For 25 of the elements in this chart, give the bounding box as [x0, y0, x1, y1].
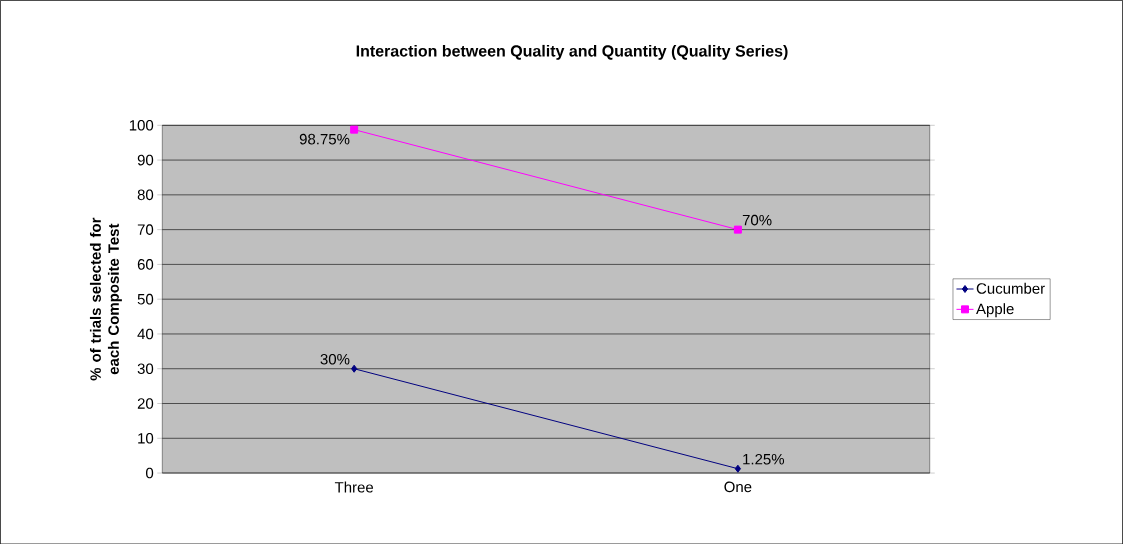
x-tick-label: Three	[334, 481, 374, 493]
data-label: 98.75%	[299, 133, 350, 145]
data-label: 70%	[742, 214, 772, 226]
chart-title: Interaction between Quality and Quantity (Quality Series)	[356, 44, 788, 60]
legend-label: Cucumber	[976, 282, 1045, 294]
y-tick-label: 40	[137, 328, 154, 340]
y-tick-label: 30	[137, 363, 154, 374]
y-tick-label: 20	[137, 397, 154, 409]
y-tick-label: 80	[137, 189, 154, 200]
y-tick-label: 70	[137, 224, 154, 235]
y-tick-label: 60	[137, 258, 154, 270]
y-axis-title: % of trials selected for each Composite Test	[89, 217, 122, 381]
x-tick-label: One	[724, 481, 752, 492]
y-tick-label: 100	[129, 119, 154, 131]
legend-label: Apple	[976, 302, 1014, 317]
point	[351, 364, 358, 373]
y-tick-label: 0	[146, 467, 154, 479]
point	[350, 125, 359, 134]
y-tick-label: 10	[138, 432, 154, 444]
point	[733, 225, 742, 234]
y-tick-label: 50	[137, 293, 154, 305]
data-label: 1.25%	[743, 453, 785, 465]
y-tick-label: 90	[137, 154, 154, 166]
data-label: 30%	[320, 353, 350, 365]
point	[734, 464, 742, 473]
